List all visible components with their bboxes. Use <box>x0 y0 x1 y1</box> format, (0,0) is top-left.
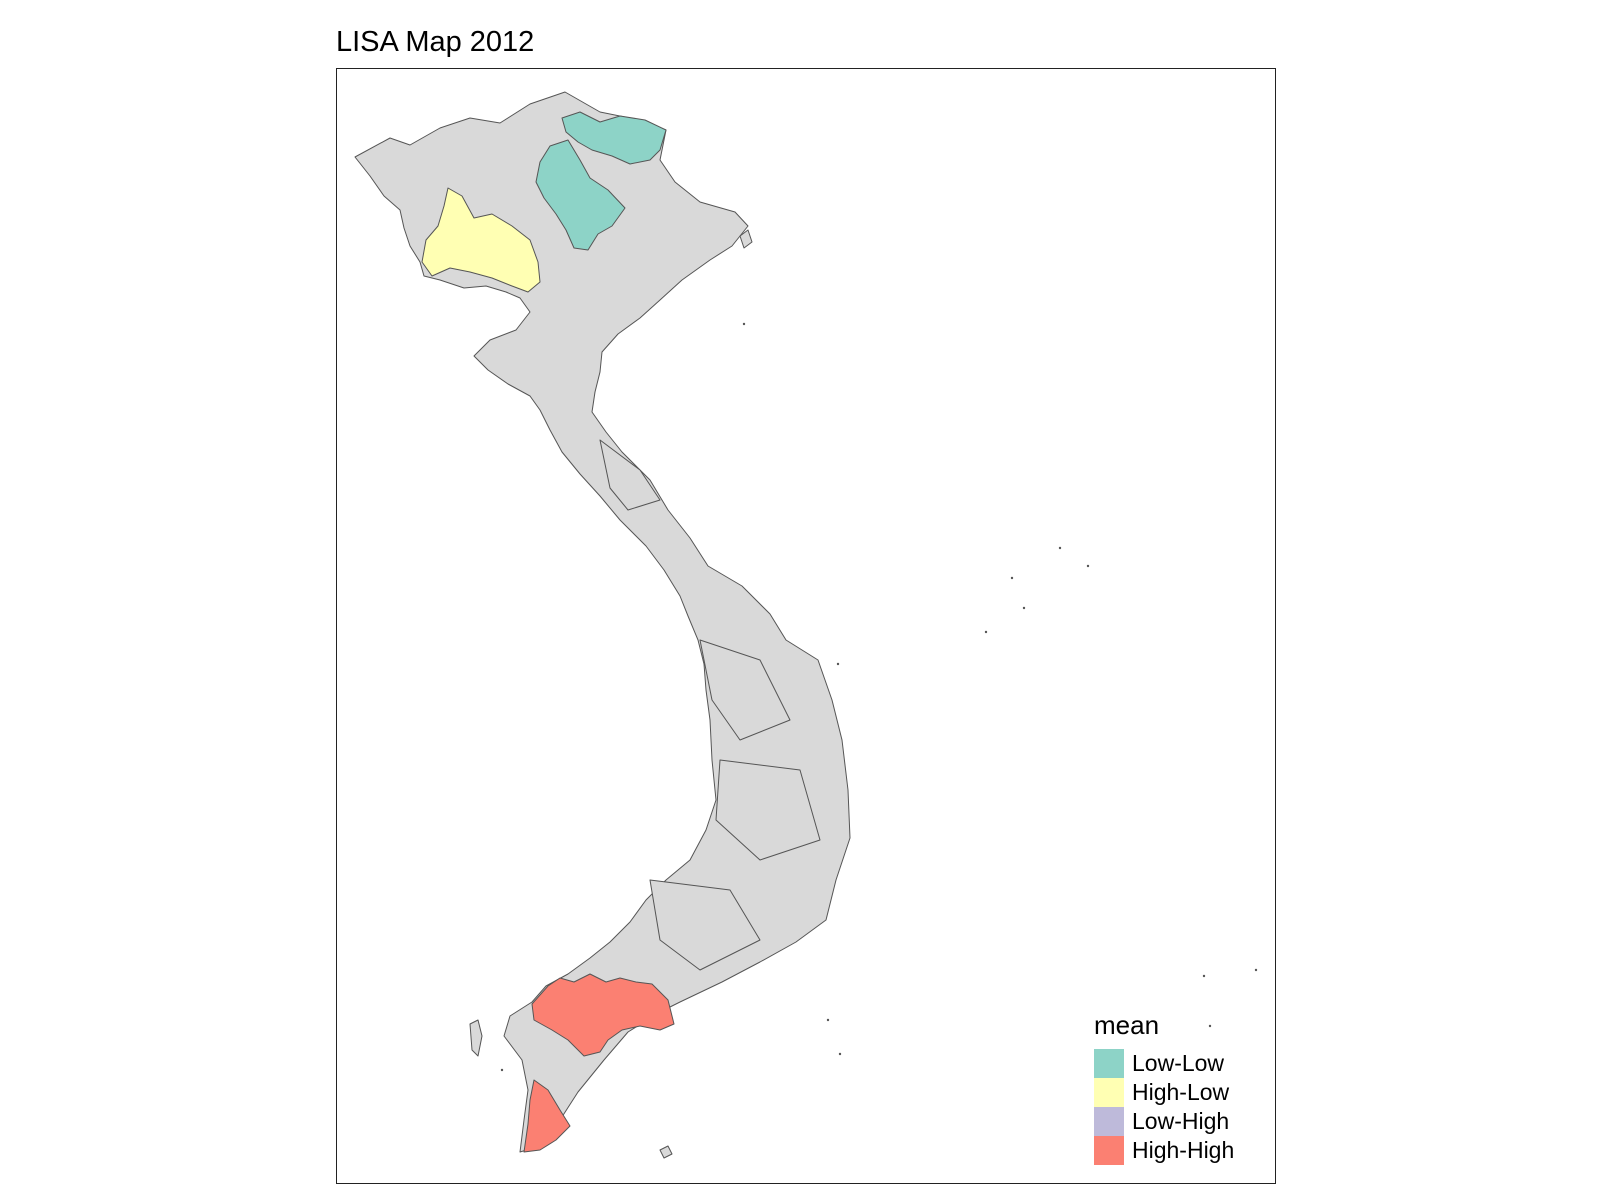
legend-label: High-High <box>1132 1137 1235 1163</box>
offshore-island <box>836 662 840 666</box>
legend-item-high-low: High-Low <box>1094 1078 1234 1107</box>
island <box>739 229 753 249</box>
legend-swatch <box>1094 1049 1124 1078</box>
legend-swatch <box>1094 1107 1124 1136</box>
legend-swatch <box>1094 1136 1124 1165</box>
legend-swatch <box>1094 1078 1124 1107</box>
province-grey <box>715 759 821 861</box>
province-grey <box>649 879 761 971</box>
map-title: LISA Map 2012 <box>336 26 535 58</box>
legend-item-high-high: High-High <box>1094 1136 1234 1165</box>
offshore-island <box>826 1018 830 1022</box>
offshore-island <box>1208 1024 1212 1028</box>
legend-label: Low-Low <box>1132 1050 1225 1076</box>
legend-label: Low-High <box>1132 1108 1230 1134</box>
province-high-high <box>523 1079 571 1153</box>
province-high-high <box>531 973 675 1057</box>
province-grey <box>599 439 661 511</box>
legend-title: mean <box>1094 1010 1160 1040</box>
province-low-low <box>561 111 667 165</box>
offshore-island <box>1086 564 1090 568</box>
island <box>659 1145 673 1159</box>
province-high-low <box>421 187 541 293</box>
offshore-island <box>1022 606 1026 610</box>
legend-item-low-low: Low-Low <box>1094 1049 1234 1078</box>
province-grey <box>699 639 791 741</box>
legend-label: High-Low <box>1132 1079 1230 1105</box>
map-frame <box>336 68 1276 1184</box>
offshore-island <box>742 322 746 326</box>
island <box>469 1019 483 1057</box>
offshore-island <box>1254 968 1258 972</box>
map-legend: mean Low-Low High-Low Low-High High-High <box>1094 1010 1234 1165</box>
province-low-low <box>535 139 626 251</box>
legend-item-low-high: Low-High <box>1094 1107 1234 1136</box>
offshore-island <box>838 1052 842 1056</box>
offshore-island <box>500 1068 504 1072</box>
offshore-island <box>1058 546 1062 550</box>
offshore-island <box>1202 974 1206 978</box>
offshore-island <box>984 630 988 634</box>
offshore-island <box>1010 576 1014 580</box>
